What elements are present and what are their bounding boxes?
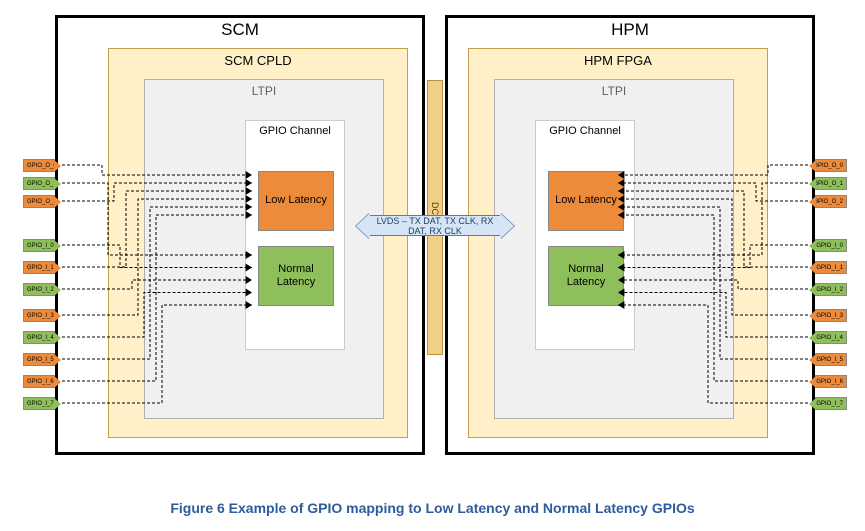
pin-gpio-i-6: GPIO_I_6 bbox=[23, 375, 55, 388]
scm-normal-latency: Normal Latency bbox=[258, 246, 334, 306]
diagram-root: DC-SCI SCM SCM CPLD LTPI GPIO Channel Lo… bbox=[15, 15, 850, 475]
scm-gpio-channel: GPIO Channel Low Latency Normal Latency bbox=[245, 120, 345, 350]
hpm-title: HPM bbox=[448, 17, 812, 43]
hpm-ltpi: LTPI GPIO Channel Low Latency Normal Lat… bbox=[494, 79, 734, 419]
scm-ltpi-title: LTPI bbox=[145, 80, 383, 102]
pin-gpio-o-2: GPIO_O_2 bbox=[815, 195, 847, 208]
pin-gpio-i-2: GPIO_I_2 bbox=[23, 283, 55, 296]
pin-gpio-i-5: GPIO_I_5 bbox=[23, 353, 55, 366]
hpm-cpld: HPM FPGA LTPI GPIO Channel Low Latency N… bbox=[468, 48, 768, 438]
scm-cpld: SCM CPLD LTPI GPIO Channel Low Latency N… bbox=[108, 48, 408, 438]
hpm-normal-latency: Normal Latency bbox=[548, 246, 624, 306]
scm-ltpi: LTPI GPIO Channel Low Latency Normal Lat… bbox=[144, 79, 384, 419]
pin-gpio-o-0: GPIO_O_0 bbox=[23, 159, 55, 172]
lvds-arrow: LVDS – TX DAT, TX CLK, RX DAT, RX CLK bbox=[369, 215, 501, 236]
hpm-ltpi-title: LTPI bbox=[495, 80, 733, 102]
scm-cpld-title: SCM CPLD bbox=[109, 49, 407, 72]
pin-gpio-i-0: GPIO_I_0 bbox=[23, 239, 55, 252]
scm-title: SCM bbox=[58, 17, 422, 43]
pin-gpio-i-7: GPIO_I_7 bbox=[815, 397, 847, 410]
pin-gpio-i-4: GPIO_I_4 bbox=[23, 331, 55, 344]
scm-gpio-label: GPIO Channel bbox=[246, 121, 344, 142]
scm-low-latency: Low Latency bbox=[258, 171, 334, 231]
hpm-cpld-title: HPM FPGA bbox=[469, 49, 767, 72]
pin-gpio-i-3: GPIO_I_3 bbox=[815, 309, 847, 322]
pin-gpio-i-5: GPIO_I_5 bbox=[815, 353, 847, 366]
pin-gpio-i-2: GPIO_I_2 bbox=[815, 283, 847, 296]
pin-gpio-i-0: GPIO_I_0 bbox=[815, 239, 847, 252]
pin-gpio-i-1: GPIO_I_1 bbox=[815, 261, 847, 274]
pin-gpio-i-4: GPIO_I_4 bbox=[815, 331, 847, 344]
hpm-gpio-channel: GPIO Channel Low Latency Normal Latency bbox=[535, 120, 635, 350]
hpm-gpio-label: GPIO Channel bbox=[536, 121, 634, 142]
hpm-low-latency: Low Latency bbox=[548, 171, 624, 231]
pin-gpio-o-0: GPIO_O_0 bbox=[815, 159, 847, 172]
lvds-label: LVDS – TX DAT, TX CLK, RX DAT, RX CLK bbox=[370, 216, 500, 236]
figure-caption: Figure 6 Example of GPIO mapping to Low … bbox=[15, 500, 850, 516]
pin-gpio-i-6: GPIO_I_6 bbox=[815, 375, 847, 388]
pin-gpio-i-1: GPIO_I_1 bbox=[23, 261, 55, 274]
pin-gpio-i-3: GPIO_I_3 bbox=[23, 309, 55, 322]
pin-gpio-o-2: GPIO_O_2 bbox=[23, 195, 55, 208]
pin-gpio-o-1: GPIO_O_1 bbox=[815, 177, 847, 190]
pin-gpio-i-7: GPIO_I_7 bbox=[23, 397, 55, 410]
pin-gpio-o-1: GPIO_O_1 bbox=[23, 177, 55, 190]
